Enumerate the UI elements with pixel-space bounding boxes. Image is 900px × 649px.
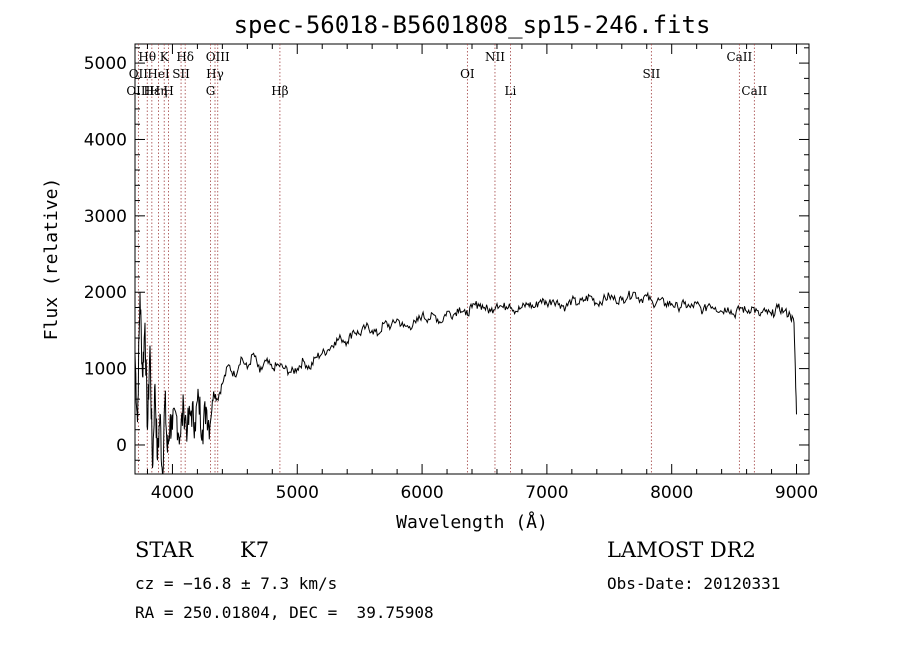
spectral-line-label: H: [163, 84, 173, 98]
spectral-line-label: CaII: [726, 50, 752, 64]
y-tick-label: 5000: [84, 54, 127, 74]
spectral-line-label: OIII: [206, 50, 230, 64]
coordinates: RA = 250.01804, DEC = 39.75908: [135, 603, 434, 622]
plot-frame: [134, 43, 810, 475]
x-tick-label: 6000: [400, 483, 443, 503]
spectral-line-label: SII: [172, 67, 190, 81]
x-tick-label: 4000: [151, 483, 194, 503]
spectral-line-label: Hβ: [271, 84, 288, 98]
axis-tick-labels: 4000 5000 6000 7000 8000 9000 0 1000 2000 3000 400…: [84, 54, 818, 503]
spectral-line-label: K: [160, 50, 170, 64]
observation-date: Obs-Date: 20120331: [607, 574, 781, 593]
spectral-line-label: OII: [129, 67, 149, 81]
object-subclass: K7: [240, 538, 270, 562]
y-tick-label: 0: [116, 436, 127, 456]
spectrum-series-line: [134, 290, 797, 475]
spectral-line-label: OIII: [126, 84, 150, 98]
y-tick-label: 3000: [84, 207, 127, 227]
y-tick-label: 2000: [84, 283, 127, 303]
axis-ticks: [135, 44, 809, 474]
object-type: STAR: [135, 538, 194, 562]
spectral-line-label: Hθ: [138, 50, 156, 64]
spectral-line-label: Hδ: [176, 50, 194, 64]
x-tick-label: 9000: [775, 483, 818, 503]
spectral-line-label: Li: [505, 84, 517, 98]
x-tick-label: 5000: [276, 483, 319, 503]
y-tick-label: 4000: [84, 130, 127, 150]
y-axis-label: Flux (relative): [41, 178, 62, 341]
y-tick-label: 1000: [84, 360, 127, 380]
x-tick-label: 7000: [525, 483, 568, 503]
spectral-line-label: HeI: [147, 67, 170, 81]
redshift-velocity: cz = −16.8 ± 7.3 km/s: [135, 574, 338, 593]
spectral-line-label: Hε: [144, 84, 161, 98]
spectral-line-label: Hη: [150, 84, 168, 98]
spectral-line-label: SII: [643, 67, 661, 81]
spectral-line-label: OI: [460, 67, 475, 81]
spectral-line-label: NII: [485, 50, 505, 64]
spectral-line-label: G: [206, 84, 216, 98]
chart-title: spec-56018-B5601808_sp15-246.fits: [234, 11, 711, 39]
survey-name: LAMOST DR2: [607, 538, 756, 562]
spectral-line-label: CaII: [741, 84, 767, 98]
x-axis-label: Wavelength (Å): [396, 511, 548, 533]
spectral-line-label: Hγ: [206, 67, 224, 81]
x-tick-label: 8000: [650, 483, 693, 503]
